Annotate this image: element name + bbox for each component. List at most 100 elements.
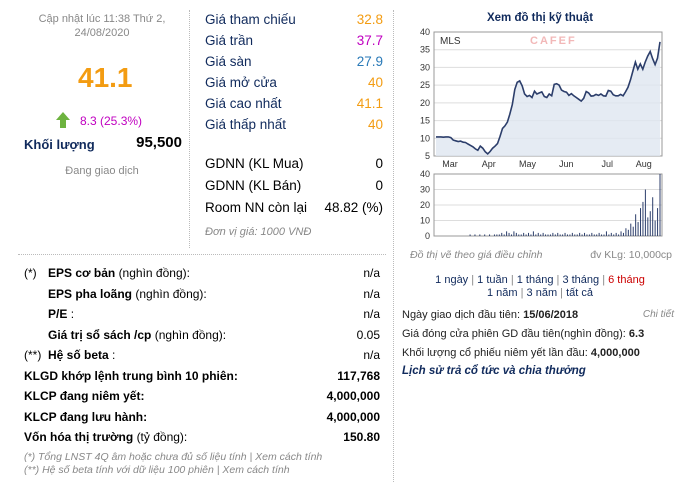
foreign-value: 0 bbox=[375, 178, 383, 193]
first-price-value: 6.3 bbox=[628, 328, 645, 340]
chart-ticker: MLS bbox=[440, 36, 461, 47]
chart-brand-watermark: CAFEF bbox=[530, 35, 577, 47]
fundamental-label: KLCP đang niêm yết: bbox=[24, 389, 144, 403]
chart-note-right: đv KLg: 10,000cp bbox=[590, 249, 672, 261]
fundamental-row: KLCP đang niêm yết: 4,000,000 bbox=[24, 389, 380, 409]
fundamental-row: Giá trị sổ sách /cp (nghìn đồng): 0.05 bbox=[24, 328, 380, 348]
price-tick-label: 25 bbox=[420, 80, 430, 90]
fundamental-value: 150.80 bbox=[343, 430, 380, 444]
update-time-line1: Cập nhật lúc 11:38 Thứ 2, bbox=[38, 13, 166, 25]
detail-link[interactable]: Chi tiết bbox=[642, 309, 674, 320]
fundamental-value: n/a bbox=[363, 266, 380, 280]
fundamental-row: EPS pha loãng (nghìn đồng): n/a bbox=[24, 287, 380, 307]
fundamental-label-text: Hệ số beta bbox=[48, 348, 109, 362]
fundamental-value: 117,768 bbox=[337, 368, 380, 383]
fundamental-value: 4,000,000 bbox=[326, 389, 380, 403]
fundamental-label-text: Giá trị sổ sách /cp bbox=[48, 327, 152, 342]
fundamental-row: Vốn hóa thị trường (tỷ đồng): 150.80 bbox=[24, 430, 380, 450]
fundamental-value: 0.05 bbox=[356, 327, 380, 342]
price-tick-label: 20 bbox=[420, 98, 430, 108]
fundamental-label-text: KLCP đang lưu hành: bbox=[24, 409, 148, 424]
dividend-history-link[interactable]: Lịch sử trả cổ tức và chia thưởng bbox=[402, 365, 586, 377]
quote-value: 40 bbox=[367, 117, 383, 132]
volume-tick-label: 0 bbox=[425, 231, 430, 241]
price-change: 8.3 (25.3%) bbox=[80, 114, 143, 128]
quote-label: Giá trần bbox=[205, 33, 254, 48]
quote-value: 32.8 bbox=[356, 12, 383, 27]
fundamental-unit: : bbox=[70, 307, 75, 321]
quote-label: Giá thấp nhất bbox=[205, 117, 287, 132]
period-option[interactable]: 3 tháng bbox=[562, 274, 600, 286]
month-label: May bbox=[519, 159, 537, 169]
quote-row: Giá trần 37.7 bbox=[205, 33, 383, 54]
quote-row: Giá thấp nhất 40 bbox=[205, 117, 383, 138]
first-close-price: Giá đóng cửa phiên GD đầu tiên(nghìn đồn… bbox=[402, 328, 644, 340]
fundamental-label: EPS cơ bản (nghìn đồng): bbox=[48, 266, 190, 280]
fundamental-label-text: KLGD khớp lệnh trung bình 10 phiên: bbox=[24, 368, 238, 383]
quote-label: Giá tham chiếu bbox=[205, 12, 296, 27]
first-listing-volume: Khối lượng cổ phiếu niêm yết lần đầu: 4,… bbox=[402, 347, 640, 359]
period-option[interactable]: 1 ngày bbox=[435, 274, 469, 286]
price-line bbox=[436, 41, 661, 155]
price-tick-label: 35 bbox=[420, 45, 430, 55]
update-time-line2: 24/08/2020 bbox=[74, 27, 130, 39]
fundamental-label: EPS pha loãng (nghìn đồng): bbox=[48, 287, 207, 301]
quote-row: Giá cao nhất 41.1 bbox=[205, 96, 383, 117]
first-volume-value: 4,000,000 bbox=[590, 347, 640, 359]
technical-chart[interactable]: 40 35 30 25 20 15 10 5 MLS CAFEF Mar Apr May Jun Jul Au… bbox=[400, 24, 680, 246]
fundamental-value: n/a bbox=[363, 286, 380, 301]
update-time: Cập nhật lúc 11:38 Thứ 2, 24/08/2020 bbox=[22, 12, 182, 40]
chart-note-left: Đồ thị vẽ theo giá điều chỉnh bbox=[410, 249, 543, 261]
foreign-label: GDNN (KL Bán) bbox=[205, 178, 302, 193]
quote-value: 40 bbox=[367, 75, 383, 90]
period-option[interactable]: 1 năm bbox=[486, 287, 518, 299]
quote-label: Giá mở cửa bbox=[205, 75, 277, 90]
fundamental-label: KLGD khớp lệnh trung bình 10 phiên: bbox=[24, 369, 238, 383]
period-selector-row2: 1 năm | 3 năm | tất cả bbox=[486, 287, 594, 299]
quote-value: 41.1 bbox=[356, 96, 383, 111]
volume-tick-label: 10 bbox=[420, 216, 430, 226]
price-tick-label: 10 bbox=[420, 133, 430, 143]
quote-value: 37.7 bbox=[356, 33, 383, 48]
period-option[interactable]: tất cả bbox=[566, 287, 594, 299]
fundamental-row: (**) Hệ số beta : n/a bbox=[24, 348, 380, 368]
period-option[interactable]: 1 tháng bbox=[516, 274, 554, 286]
foreign-label: GDNN (KL Mua) bbox=[205, 156, 304, 171]
period-option[interactable]: 6 tháng bbox=[608, 274, 645, 286]
first-day-value: 15/06/2018 bbox=[523, 309, 579, 321]
volume-tick-label: 40 bbox=[420, 169, 430, 179]
fundamental-label-text: EPS cơ bản bbox=[48, 266, 116, 280]
trading-status: Đang giao dịch bbox=[65, 165, 139, 177]
fundamental-label: Hệ số beta : bbox=[48, 348, 115, 362]
volume-label: Khối lượng bbox=[24, 137, 95, 152]
quote-label: Giá sàn bbox=[205, 54, 252, 69]
up-arrow-icon bbox=[56, 112, 70, 128]
first-day-label: Ngày giao dịch đầu tiên: bbox=[402, 309, 521, 321]
fundamental-marker: (**) bbox=[24, 348, 42, 362]
period-option[interactable]: 1 tuần bbox=[477, 274, 508, 286]
fundamental-marker: (*) bbox=[24, 266, 37, 280]
fundamental-label-text: Vốn hóa thị trường bbox=[24, 430, 134, 444]
fundamental-value: n/a bbox=[363, 307, 380, 321]
foreign-value: 0 bbox=[375, 156, 383, 171]
foreign-label: Room NN còn lại bbox=[205, 200, 308, 215]
price-tick-label: 5 bbox=[425, 151, 430, 161]
chart-title[interactable]: Xem đồ thị kỹ thuật bbox=[486, 12, 594, 24]
fundamental-unit: : bbox=[112, 348, 116, 362]
month-label: Apr bbox=[482, 159, 496, 169]
fundamental-label: KLCP đang lưu hành: bbox=[24, 410, 147, 424]
divider-vertical-right bbox=[393, 10, 394, 482]
fundamental-label: Vốn hóa thị trường (tỷ đồng): bbox=[24, 430, 187, 444]
period-option[interactable]: 3 năm bbox=[526, 287, 558, 299]
current-price: 41.1 bbox=[78, 62, 133, 93]
quote-row: Giá tham chiếu 32.8 bbox=[205, 12, 383, 33]
fundamental-label-text: P/E bbox=[48, 307, 68, 321]
divider-vertical bbox=[189, 10, 190, 248]
month-label: Jul bbox=[602, 159, 614, 169]
price-area bbox=[436, 41, 660, 156]
volume-value: 95,500 bbox=[136, 134, 182, 151]
quote-row: Giá sàn 27.9 bbox=[205, 54, 383, 75]
foreign-value: 48.82 (%) bbox=[324, 200, 383, 215]
fundamental-value: 4,000,000 bbox=[326, 409, 380, 424]
month-label: Jun bbox=[559, 159, 574, 169]
